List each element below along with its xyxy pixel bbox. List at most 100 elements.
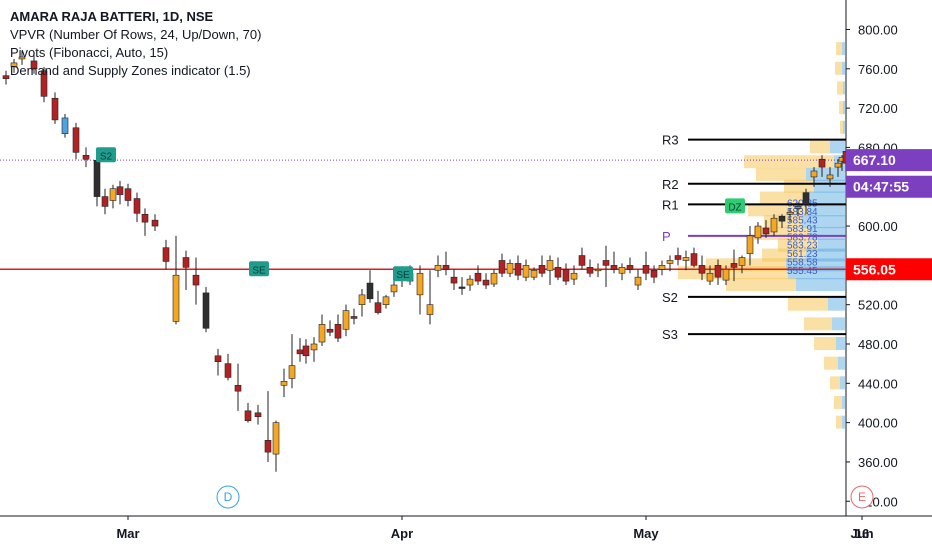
vpvr-value-label: 558.58	[787, 258, 818, 269]
zone-badge	[249, 261, 269, 277]
vpvr-bar-up	[678, 266, 788, 280]
candle-body	[538, 265, 546, 274]
candle	[182, 250, 190, 290]
candle	[40, 66, 48, 103]
candle-body	[310, 343, 318, 351]
candle-body	[61, 117, 69, 134]
price-tick-label: 520.00	[858, 298, 898, 313]
vpvr-bar-down	[818, 238, 846, 252]
candle-body	[101, 196, 109, 207]
candle	[442, 251, 450, 276]
candle-body	[390, 284, 398, 293]
candle	[618, 263, 626, 281]
time-tick-label: Mar	[116, 526, 139, 541]
vpvr-bar-down	[796, 278, 846, 292]
candle-body	[514, 263, 522, 276]
candle	[770, 214, 778, 236]
candle-body	[586, 267, 594, 274]
vpvr-bar-down	[843, 120, 846, 134]
time-tick-label: Apr	[391, 526, 413, 541]
candle-body	[366, 282, 374, 300]
vpvr-bar-down	[842, 61, 846, 75]
candle	[698, 255, 706, 281]
candle	[626, 257, 634, 274]
candle-body	[682, 257, 690, 261]
vpvr-bar-up	[804, 317, 832, 331]
candle	[546, 255, 554, 286]
zone-badge	[725, 198, 745, 214]
candle	[514, 255, 522, 281]
vpvr-bar-down	[842, 42, 846, 56]
zone-badge	[96, 147, 116, 163]
candle	[101, 188, 109, 215]
candle	[466, 275, 474, 291]
candle	[522, 259, 530, 282]
candle-body	[18, 56, 26, 60]
candle	[141, 208, 149, 236]
candle-body	[82, 154, 90, 160]
vpvr-bar-down	[830, 140, 846, 154]
zone-label: S2	[96, 147, 116, 163]
candle-body	[318, 324, 326, 343]
candle-body	[818, 158, 826, 168]
candle	[722, 265, 730, 286]
candle	[826, 167, 834, 187]
vpvr-bar-down	[843, 101, 846, 115]
vpvr-bar-up	[756, 167, 806, 181]
candle	[82, 147, 90, 168]
zone-badge-text: DZ	[728, 202, 741, 213]
candle-body	[474, 272, 482, 282]
candle	[554, 257, 562, 281]
price-tick-label: 720.00	[858, 101, 898, 116]
candle-body	[192, 274, 200, 286]
candle	[310, 337, 318, 362]
candle	[706, 265, 714, 286]
candle-body	[754, 225, 762, 239]
candle-body	[133, 198, 141, 214]
candle	[754, 222, 762, 244]
candle	[192, 257, 200, 305]
candle-body	[296, 349, 304, 355]
candle	[72, 122, 80, 160]
candle	[818, 155, 826, 177]
candle-body	[358, 294, 366, 305]
candle-body	[570, 272, 578, 280]
candle-body	[714, 265, 722, 278]
event-circle	[850, 485, 874, 509]
candle	[738, 255, 746, 274]
pivot-label-r3: R3	[662, 133, 679, 148]
candle-body	[51, 97, 59, 121]
price-tick-label: 360.00	[858, 455, 898, 470]
candle	[280, 368, 288, 398]
candle-body	[666, 260, 674, 264]
candle	[350, 308, 358, 325]
candle-body	[530, 269, 538, 278]
candle	[762, 220, 770, 238]
candle	[450, 269, 458, 290]
symbol-title: AMARA RAJA BATTERI, 1D, NSE	[10, 9, 214, 24]
candle	[594, 263, 602, 278]
candle	[224, 353, 232, 381]
candle-body	[141, 213, 149, 223]
candle	[116, 180, 124, 205]
price-tick-label: 440.00	[858, 376, 898, 391]
candle-body	[690, 253, 698, 266]
candle-body	[272, 422, 280, 455]
candle-body	[224, 363, 232, 378]
indicator-zones[interactable]: Demand and Supply Zones indicator (1.5)	[10, 63, 251, 78]
candle-body	[610, 265, 618, 270]
candle	[366, 270, 374, 303]
vpvr-bar-down	[836, 337, 846, 350]
candle-body	[382, 296, 390, 305]
candle-body	[350, 316, 358, 319]
vpvr-value-label: 561.23	[787, 249, 818, 260]
candle	[690, 247, 698, 268]
candle-body	[746, 235, 754, 254]
candle	[802, 188, 810, 215]
candle	[794, 202, 802, 217]
indicator-vpvr[interactable]: VPVR (Number Of Rows, 24, Up/Down, 70)	[10, 27, 262, 42]
indicator-pivots[interactable]: Pivots (Fibonacci, Auto, 15)	[10, 45, 169, 60]
vpvr-bar-up	[744, 155, 834, 169]
